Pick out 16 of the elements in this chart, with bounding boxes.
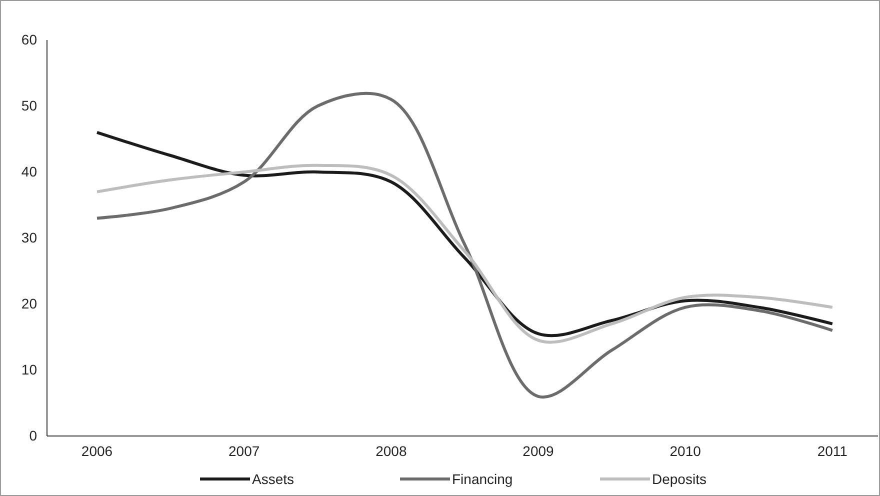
x-tick-label: 2011: [817, 442, 848, 459]
y-tick-label: 30: [21, 229, 38, 246]
y-tick-label: 60: [21, 31, 38, 48]
legend-label: Deposits: [652, 471, 706, 487]
x-tick-label: 2010: [670, 442, 702, 459]
y-tick-label: 10: [21, 361, 38, 378]
legend-label: Financing: [452, 471, 513, 487]
y-tick-label: 40: [21, 163, 38, 180]
x-tick-label: 2007: [228, 442, 260, 459]
x-tick-label: 2008: [376, 442, 407, 459]
legend-label: Assets: [252, 471, 294, 487]
x-tick-label: 2006: [81, 442, 113, 459]
x-tick-label: 2009: [522, 442, 554, 459]
y-tick-label: 0: [29, 427, 38, 444]
y-tick-label: 20: [21, 295, 38, 312]
y-tick-label: 50: [21, 97, 38, 114]
